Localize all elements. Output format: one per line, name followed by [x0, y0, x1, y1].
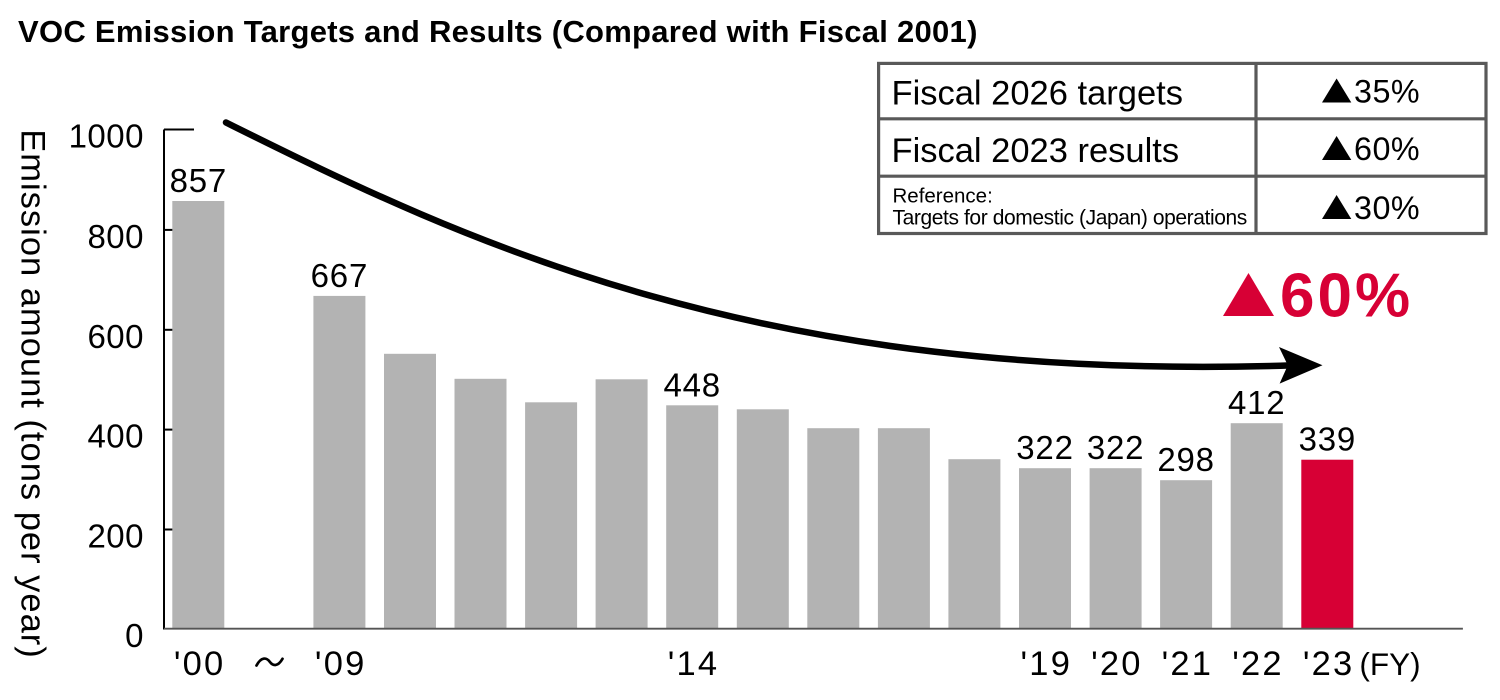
svg-text:'23: '23: [1303, 645, 1355, 683]
svg-text:0: 0: [125, 617, 144, 654]
svg-text:Reference:: Reference:: [893, 185, 993, 208]
svg-text:800: 800: [87, 218, 144, 255]
svg-text:298: 298: [1157, 441, 1214, 478]
svg-text:412: 412: [1228, 384, 1285, 421]
svg-text:'21: '21: [1162, 645, 1214, 683]
svg-text:448: 448: [663, 366, 720, 403]
svg-text:30%: 30%: [1354, 190, 1420, 226]
svg-text:35%: 35%: [1354, 74, 1420, 110]
svg-text:400: 400: [87, 418, 144, 455]
svg-text:857: 857: [170, 162, 227, 199]
svg-text:Emission amount (tons per year: Emission amount (tons per year): [14, 129, 52, 659]
svg-text:'22: '22: [1232, 645, 1284, 683]
svg-text:Targets for domestic (Japan) o: Targets for domestic (Japan) operations: [893, 206, 1247, 229]
svg-text:'20: '20: [1091, 645, 1143, 683]
svg-text:'00: '00: [174, 645, 226, 683]
svg-text:600: 600: [87, 318, 144, 355]
svg-text:'09: '09: [315, 645, 367, 683]
svg-text:'14: '14: [668, 645, 720, 683]
svg-text:VOC Emission Targets and Resul: VOC Emission Targets and Results (Compar…: [18, 14, 978, 49]
svg-text:322: 322: [1016, 429, 1073, 466]
svg-text:1000: 1000: [69, 118, 144, 155]
svg-text:322: 322: [1087, 429, 1144, 466]
svg-text:'19: '19: [1021, 645, 1073, 683]
svg-text:60%: 60%: [1354, 131, 1420, 167]
svg-text:667: 667: [311, 257, 368, 294]
svg-text:200: 200: [87, 518, 144, 555]
svg-text:Fiscal 2023 results: Fiscal 2023 results: [892, 132, 1180, 170]
svg-text:Fiscal 2026 targets: Fiscal 2026 targets: [892, 75, 1183, 113]
svg-text:339: 339: [1299, 421, 1356, 458]
svg-text:60%: 60%: [1280, 262, 1413, 331]
svg-text:(FY): (FY): [1359, 646, 1420, 682]
